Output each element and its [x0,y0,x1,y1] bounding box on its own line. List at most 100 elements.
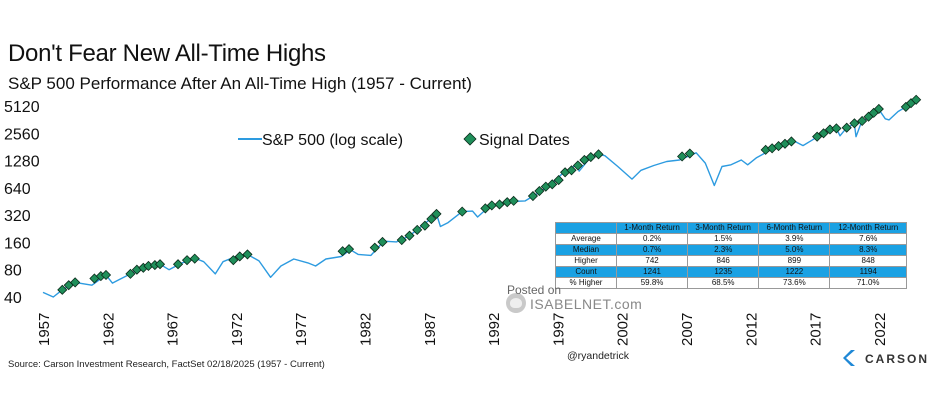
signal-date-marker [585,151,596,163]
x-tick-label: 1962 [100,313,117,346]
table-cell: 1194 [829,266,907,278]
signal-date-marker [812,131,823,142]
table-cell: 1241 [615,266,689,278]
signal-date-marker [426,213,437,225]
table-cell: 71.0% [829,277,907,289]
signal-date-marker [412,224,423,235]
table-cell: 1.5% [687,233,760,245]
signal-date-marker [419,220,430,231]
signal-date-marker [527,190,539,202]
table-row-label: Higher [555,255,617,267]
signal-date-marker [457,206,468,217]
signal-date-marker [228,255,239,266]
signal-date-marker [841,122,852,133]
x-tick-label: 1977 [293,313,310,346]
table-cell: 73.6% [758,277,831,289]
legend-diamond-swatch [463,132,477,146]
table-row-label: Count [555,266,617,278]
x-tick-label: 2007 [679,313,696,346]
signal-date-marker [70,277,81,288]
y-tick-label: 2560 [4,126,40,143]
signal-markers [57,94,922,295]
x-tick-label: 1982 [357,313,374,346]
signal-date-marker [857,115,868,127]
signal-date-marker [786,136,797,147]
signal-date-marker [404,230,415,241]
signal-date-marker [911,94,922,105]
table-column-header: 1-Month Return [615,222,689,234]
signal-date-marker [242,249,253,260]
returns-table-body: Average 0.2% 1.5% 3.9% 7.6% Median 0.7% 2.3% 5.0… [555,233,907,289]
y-tick-label: 40 [4,290,22,307]
signal-date-marker [547,179,558,190]
y-tick-label: 5120 [4,99,40,116]
legend: S&P 500 (log scale) Signal Dates [238,132,570,149]
x-tick-label: 2017 [808,313,825,346]
signal-date-marker [593,149,604,160]
y-tick-label: 320 [4,208,31,225]
legend-label-sp500: S&P 500 (log scale) [262,132,403,149]
x-tick-label: 2012 [743,313,760,346]
table-cell: 742 [615,255,689,267]
x-tick-label: 1987 [422,313,439,346]
signal-date-marker [431,208,442,219]
signal-date-marker [125,268,136,279]
signal-date-marker [234,251,245,262]
signal-date-marker [572,160,584,171]
table-cell: 7.6% [829,233,907,245]
y-tick-label: 640 [4,181,31,198]
source-note: Source: Carson Investment Research, Fact… [8,359,325,370]
table-row-label: Median [555,244,617,256]
table-cell: 846 [687,255,760,267]
table-row: Median 0.7% 2.3% 5.0% 8.3% [555,244,907,256]
table-cell: 2.3% [687,244,760,256]
watermark-line2: ISABELNET.com [530,296,643,312]
table-cell: 0.2% [615,233,689,245]
signal-date-marker [684,148,695,159]
signal-date-marker [154,259,166,270]
table-cell: 848 [829,255,907,267]
returns-table-header: 1-Month Return 3-Month Return 6-Month Retu… [555,222,907,234]
signal-date-marker [181,255,193,266]
table-corner [555,222,617,234]
table-row: % Higher 59.8% 68.5% 73.6% 71.0% [555,277,907,289]
table-cell: 8.3% [829,244,907,256]
y-tick-label: 80 [4,263,22,280]
x-tick-label: 1967 [165,313,182,346]
table-row: Count 1241 1235 1222 1194 [555,266,907,278]
table-cell: 3.9% [758,233,831,245]
table-cell: 59.8% [615,277,689,289]
table-cell: 68.5% [687,277,760,289]
table-cell: 899 [758,255,831,267]
signal-date-marker [172,259,184,270]
table-column-header: 3-Month Return [687,222,760,234]
table-cell: 1235 [687,266,760,278]
author-handle: @ryandetrick [567,350,630,362]
signal-date-marker [873,103,884,115]
y-axis: 40 80 160 320 640 1280 2560 5120 [4,99,40,307]
x-tick-label: 2022 [872,313,889,346]
table-cell: 5.0% [758,244,831,256]
table-row-label: Average [555,233,617,245]
signal-date-marker [343,244,355,255]
legend-label-signal-dates: Signal Dates [479,132,570,149]
table-column-header: 6-Month Return [758,222,831,234]
carson-chevron-icon [843,350,855,366]
x-tick-label: 2002 [615,313,632,346]
signal-date-marker [818,128,829,139]
table-column-header: 12-Month Return [829,222,907,234]
signal-date-marker [396,234,407,246]
signal-date-marker [534,185,545,197]
watermark-line1: Posted on [507,283,562,297]
x-axis: 1957 1962 1967 1972 1977 1982 1987 1992 1997 2002… [36,313,889,346]
signal-date-marker [369,242,380,253]
signal-date-marker [677,151,688,162]
carson-logo-text: CARSON [865,352,930,366]
y-tick-label: 1280 [4,154,40,171]
watermark-bubble-icon [506,293,526,313]
signal-date-marker [508,195,519,206]
table-row: Higher 742 846 899 848 [555,255,907,267]
x-tick-label: 1972 [229,313,246,346]
x-tick-label: 1997 [550,313,567,346]
